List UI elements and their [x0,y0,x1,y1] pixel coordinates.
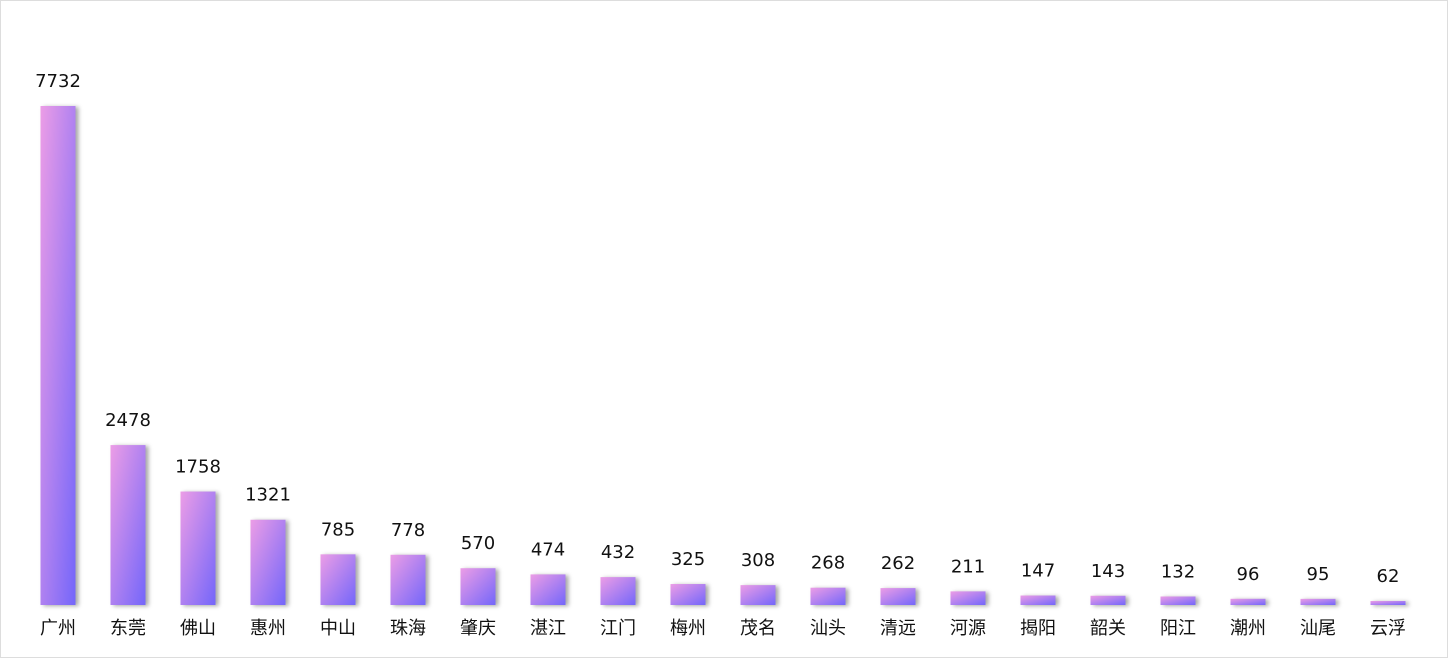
x-tick-label: 江门 [600,618,636,639]
value-label: 143 [1091,561,1125,582]
value-label: 268 [811,553,845,574]
value-label: 1758 [175,457,221,478]
bar [810,587,846,605]
value-label: 308 [741,550,775,571]
x-tick-label: 阳江 [1160,618,1196,639]
x-tick-label: 肇庆 [460,618,496,639]
x-tick-label: 珠海 [390,618,426,639]
x-tick-label: 中山 [320,618,356,639]
bar [40,106,76,605]
value-label: 570 [461,533,495,554]
bar [1160,596,1196,605]
value-label: 325 [671,549,705,570]
value-label: 147 [1021,561,1055,582]
x-tick-label: 湛江 [530,618,566,639]
x-tick-label: 广州 [40,618,76,639]
bar [110,445,146,605]
x-tick-label: 惠州 [250,618,286,639]
x-tick-label: 东莞 [110,618,146,639]
bar [250,519,286,605]
value-label: 7732 [35,71,81,92]
x-tick-label: 韶关 [1090,618,1126,639]
x-tick-label: 汕头 [810,618,846,639]
value-label: 778 [391,520,425,541]
bar [670,584,706,605]
x-tick-label: 佛山 [180,618,216,639]
bar [1090,595,1126,605]
bar [950,591,986,605]
x-tick-label: 清远 [880,618,916,639]
value-label: 474 [531,539,565,560]
bar [460,568,496,605]
bar [1370,600,1406,605]
x-tick-label: 揭阳 [1020,618,1056,639]
x-tick-label: 云浮 [1370,618,1406,639]
value-label: 62 [1377,566,1400,587]
bar [1300,598,1336,605]
x-tick-label: 汕尾 [1300,618,1336,639]
bar [390,554,426,605]
value-label: 432 [601,542,635,563]
bar [600,577,636,605]
value-label: 95 [1307,564,1330,585]
bar [530,574,566,605]
x-tick-label: 河源 [950,618,986,639]
bar [1020,595,1056,605]
value-label: 132 [1161,561,1195,582]
value-label: 2478 [105,410,151,431]
bar [1230,598,1266,605]
bar [180,491,216,605]
bar [740,585,776,605]
value-label: 262 [881,553,915,574]
bar [320,554,356,605]
value-label: 211 [951,556,985,577]
x-tick-label: 梅州 [670,618,706,639]
x-tick-label: 茂名 [740,618,776,639]
x-tick-label: 潮州 [1230,618,1266,639]
value-label: 1321 [245,485,291,506]
value-label: 785 [321,519,355,540]
bar [880,588,916,605]
value-label: 96 [1237,564,1260,585]
